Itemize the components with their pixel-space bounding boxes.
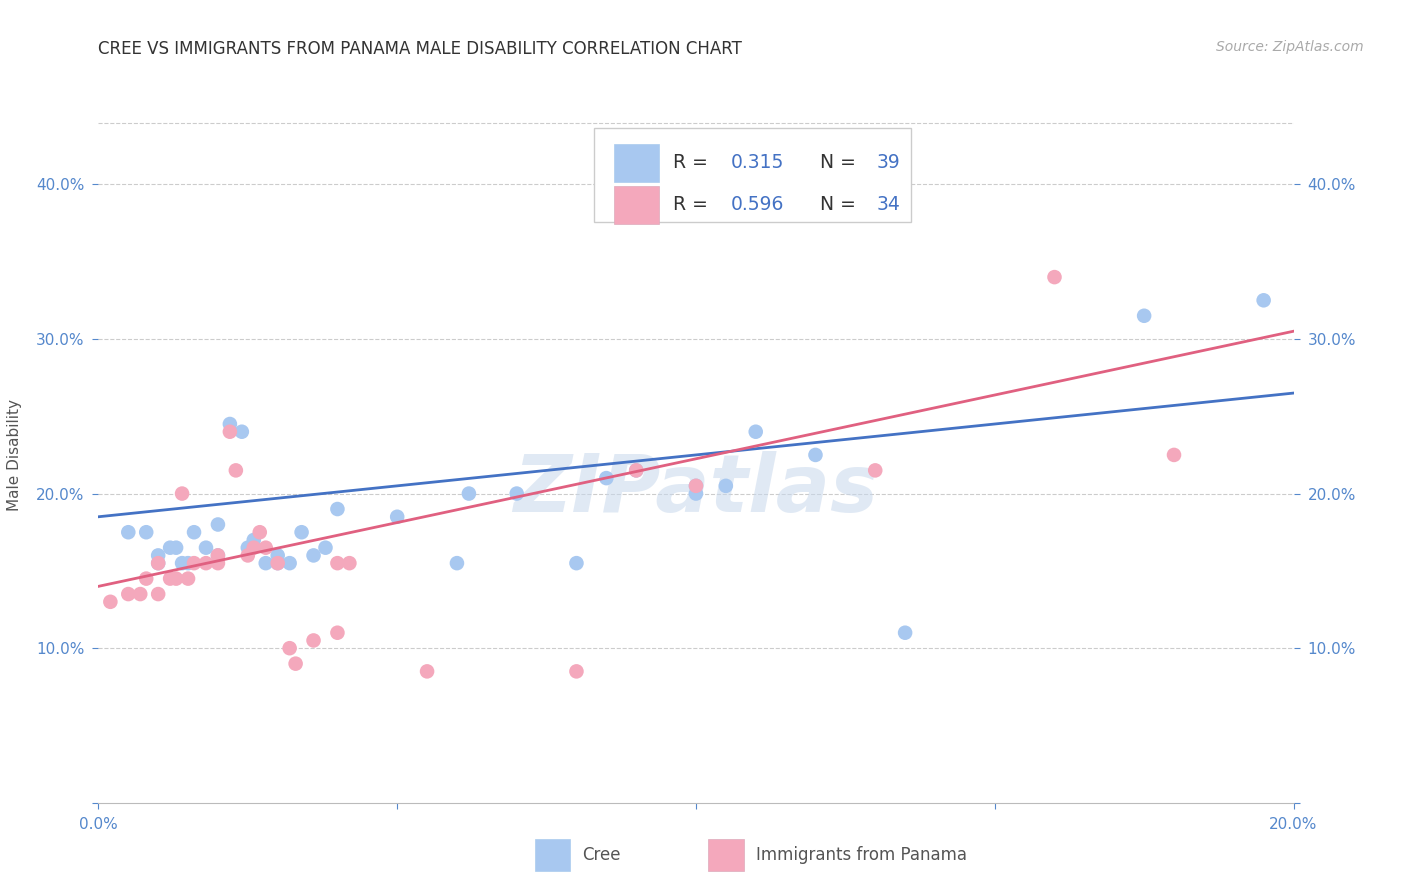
Point [148, 587, 170, 601]
Text: 34: 34 [876, 195, 900, 214]
Text: ZIPatlas: ZIPatlas [513, 450, 879, 529]
Point [626, 463, 648, 477]
Bar [709, 839, 744, 871]
Text: Cree: Cree [582, 846, 621, 864]
Point [1133, 309, 1156, 323]
Point [117, 525, 139, 540]
Point [278, 641, 301, 656]
Point [207, 517, 229, 532]
Point [183, 525, 205, 540]
Point [267, 549, 290, 563]
Point [135, 525, 157, 540]
Text: R =: R = [673, 195, 714, 214]
Text: 0.596: 0.596 [731, 195, 785, 214]
Point [326, 625, 349, 640]
Point [165, 572, 187, 586]
Point [565, 665, 588, 679]
Text: N =: N = [803, 153, 862, 172]
Point [1253, 293, 1275, 308]
Bar [613, 144, 659, 182]
Point [302, 633, 325, 648]
Point [315, 541, 337, 555]
Point [177, 556, 200, 570]
Point [506, 486, 529, 500]
Point [326, 502, 349, 516]
Point [207, 549, 229, 563]
Point [129, 587, 152, 601]
Point [385, 509, 409, 524]
Point [159, 572, 181, 586]
Point [804, 448, 827, 462]
Point [236, 541, 259, 555]
Point [714, 479, 737, 493]
Point [254, 541, 277, 555]
Point [243, 541, 266, 555]
Point [207, 549, 229, 563]
Y-axis label: Male Disability: Male Disability [7, 399, 22, 511]
Point [626, 463, 648, 477]
Point [219, 425, 242, 439]
Point [148, 556, 170, 570]
Bar [613, 186, 659, 224]
Point [685, 479, 707, 493]
Text: N =: N = [803, 195, 862, 214]
Point [219, 417, 242, 431]
Point [291, 525, 314, 540]
Point [249, 525, 271, 540]
Point [135, 572, 157, 586]
Point [267, 556, 290, 570]
Point [177, 572, 200, 586]
Point [183, 556, 205, 570]
FancyBboxPatch shape [595, 128, 911, 222]
Point [339, 556, 360, 570]
Point [236, 549, 259, 563]
Text: 39: 39 [876, 153, 900, 172]
Point [685, 486, 707, 500]
Point [278, 556, 301, 570]
Point [225, 463, 247, 477]
Point [267, 556, 290, 570]
Point [865, 463, 887, 477]
Point [165, 541, 187, 555]
Text: CREE VS IMMIGRANTS FROM PANAMA MALE DISABILITY CORRELATION CHART: CREE VS IMMIGRANTS FROM PANAMA MALE DISA… [98, 40, 742, 58]
Point [195, 556, 218, 570]
Point [326, 556, 349, 570]
Text: 0.315: 0.315 [731, 153, 785, 172]
Text: Immigrants from Panama: Immigrants from Panama [756, 846, 967, 864]
Point [302, 549, 325, 563]
Text: R =: R = [673, 153, 714, 172]
Point [254, 556, 277, 570]
Point [207, 556, 229, 570]
Point [1163, 448, 1185, 462]
Point [148, 556, 170, 570]
Point [100, 595, 122, 609]
Bar [534, 839, 571, 871]
Point [148, 549, 170, 563]
Point [243, 533, 266, 547]
Point [595, 471, 617, 485]
Point [1043, 270, 1066, 285]
Point [565, 556, 588, 570]
Point [284, 657, 307, 671]
Point [159, 541, 181, 555]
Point [458, 486, 481, 500]
Point [172, 486, 194, 500]
Point [195, 541, 218, 555]
Point [446, 556, 468, 570]
Point [685, 479, 707, 493]
Point [172, 556, 194, 570]
Text: Source: ZipAtlas.com: Source: ZipAtlas.com [1216, 40, 1364, 54]
Point [231, 425, 253, 439]
Point [117, 587, 139, 601]
Point [416, 665, 439, 679]
Point [894, 625, 917, 640]
Point [745, 425, 768, 439]
